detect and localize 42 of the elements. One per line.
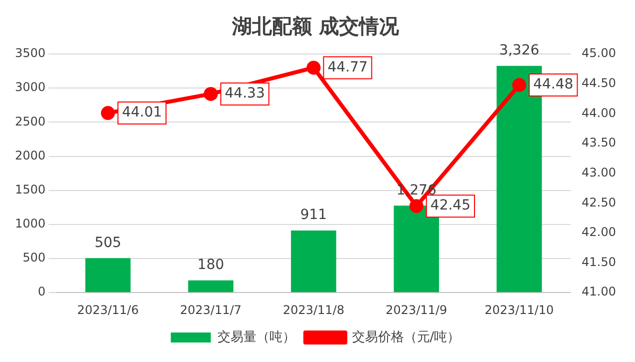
- y2-tick-label: 44.50: [582, 76, 616, 90]
- legend-label: 交易价格（元/吨）: [352, 328, 460, 345]
- y2-tick-label: 42.50: [582, 195, 616, 210]
- y2-tick-label: 41.00: [582, 284, 616, 299]
- point: [306, 60, 321, 75]
- data-label: 44.77: [328, 59, 368, 76]
- y2-tick-label: 44.00: [582, 106, 616, 120]
- point: [204, 86, 218, 101]
- point: [409, 199, 424, 214]
- data-label: 44.01: [122, 104, 162, 121]
- data-label: 3,326: [499, 42, 540, 58]
- y-tick-label: 0: [38, 284, 46, 299]
- bar: [188, 280, 234, 292]
- y2-tick-label: 43.00: [582, 165, 616, 180]
- data-label: 42.45: [430, 198, 471, 214]
- y-tick-label: 2500: [14, 114, 46, 128]
- x-tick-label: 2023/11/7: [180, 302, 242, 317]
- y-tick-label: 500: [22, 250, 46, 265]
- point: [100, 106, 115, 120]
- y-tick-label: 1500: [14, 182, 46, 196]
- y-tick-label: 3500: [14, 46, 46, 60]
- y-tick-label: 1000: [14, 216, 46, 231]
- y-tick-label: 2000: [14, 148, 46, 162]
- y2-tick-label: 41.50: [582, 254, 616, 269]
- data-label: 911: [300, 207, 327, 224]
- bar: [290, 230, 336, 292]
- x-tick-label: 2023/11/10: [484, 302, 554, 317]
- bar: [85, 258, 131, 292]
- data-label: 505: [94, 234, 122, 251]
- y-tick-label: 3000: [14, 80, 46, 94]
- chart-title: 湖北配额 成交情况: [231, 14, 400, 38]
- data-label: 44.33: [224, 86, 265, 102]
- data-label: 180: [197, 256, 224, 273]
- legend-label: 交易量（吨）: [217, 328, 296, 345]
- x-tick-label: 2023/11/8: [282, 302, 344, 317]
- data-label: 44.48: [533, 76, 574, 93]
- y2-tick-label: 43.50: [582, 136, 616, 150]
- y2-tick-label: 42.00: [582, 225, 616, 240]
- x-tick-label: 2023/11/9: [386, 302, 448, 317]
- y2-tick-label: 45.00: [582, 46, 616, 60]
- point: [512, 78, 526, 92]
- x-tick-label: 2023/11/6: [77, 302, 139, 317]
